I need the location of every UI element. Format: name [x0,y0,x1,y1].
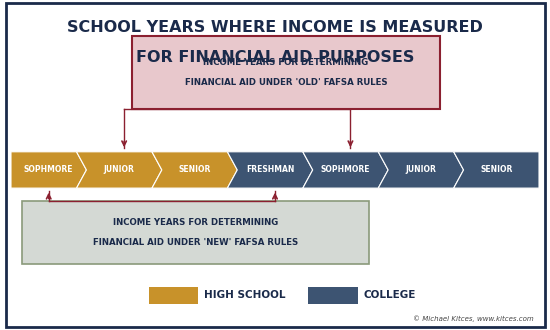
Polygon shape [227,152,313,188]
Text: SENIOR: SENIOR [178,165,211,175]
Polygon shape [11,152,86,188]
Text: FINANCIAL AID UNDER 'OLD' FAFSA RULES: FINANCIAL AID UNDER 'OLD' FAFSA RULES [185,78,387,87]
Text: HIGH SCHOOL: HIGH SCHOOL [204,290,285,300]
Polygon shape [303,152,388,188]
Polygon shape [378,152,464,188]
Text: SOPHMORE: SOPHMORE [321,165,370,175]
Text: COLLEGE: COLLEGE [363,290,415,300]
Bar [148,287,198,304]
Text: SOPHMORE: SOPHMORE [24,165,74,175]
Text: SCHOOL YEARS WHERE INCOME IS MEASURED: SCHOOL YEARS WHERE INCOME IS MEASURED [67,20,483,35]
Text: FRESHMAN: FRESHMAN [246,165,294,175]
Polygon shape [76,152,162,188]
Bar [308,287,358,304]
Text: FINANCIAL AID UNDER 'NEW' FAFSA RULES: FINANCIAL AID UNDER 'NEW' FAFSA RULES [92,238,298,247]
Text: JUNIOR: JUNIOR [405,165,436,175]
Bar [132,36,440,109]
Text: INCOME YEARS FOR DETERMINING: INCOME YEARS FOR DETERMINING [204,58,368,67]
Polygon shape [454,152,539,188]
Text: JUNIOR: JUNIOR [104,165,135,175]
Bar [22,201,368,264]
Polygon shape [152,152,237,188]
Text: SENIOR: SENIOR [480,165,513,175]
Text: FOR FINANCIAL AID PURPOSES: FOR FINANCIAL AID PURPOSES [136,50,414,64]
Text: © Michael Kitces, www.kitces.com: © Michael Kitces, www.kitces.com [412,315,534,322]
Text: INCOME YEARS FOR DETERMINING: INCOME YEARS FOR DETERMINING [113,218,278,227]
